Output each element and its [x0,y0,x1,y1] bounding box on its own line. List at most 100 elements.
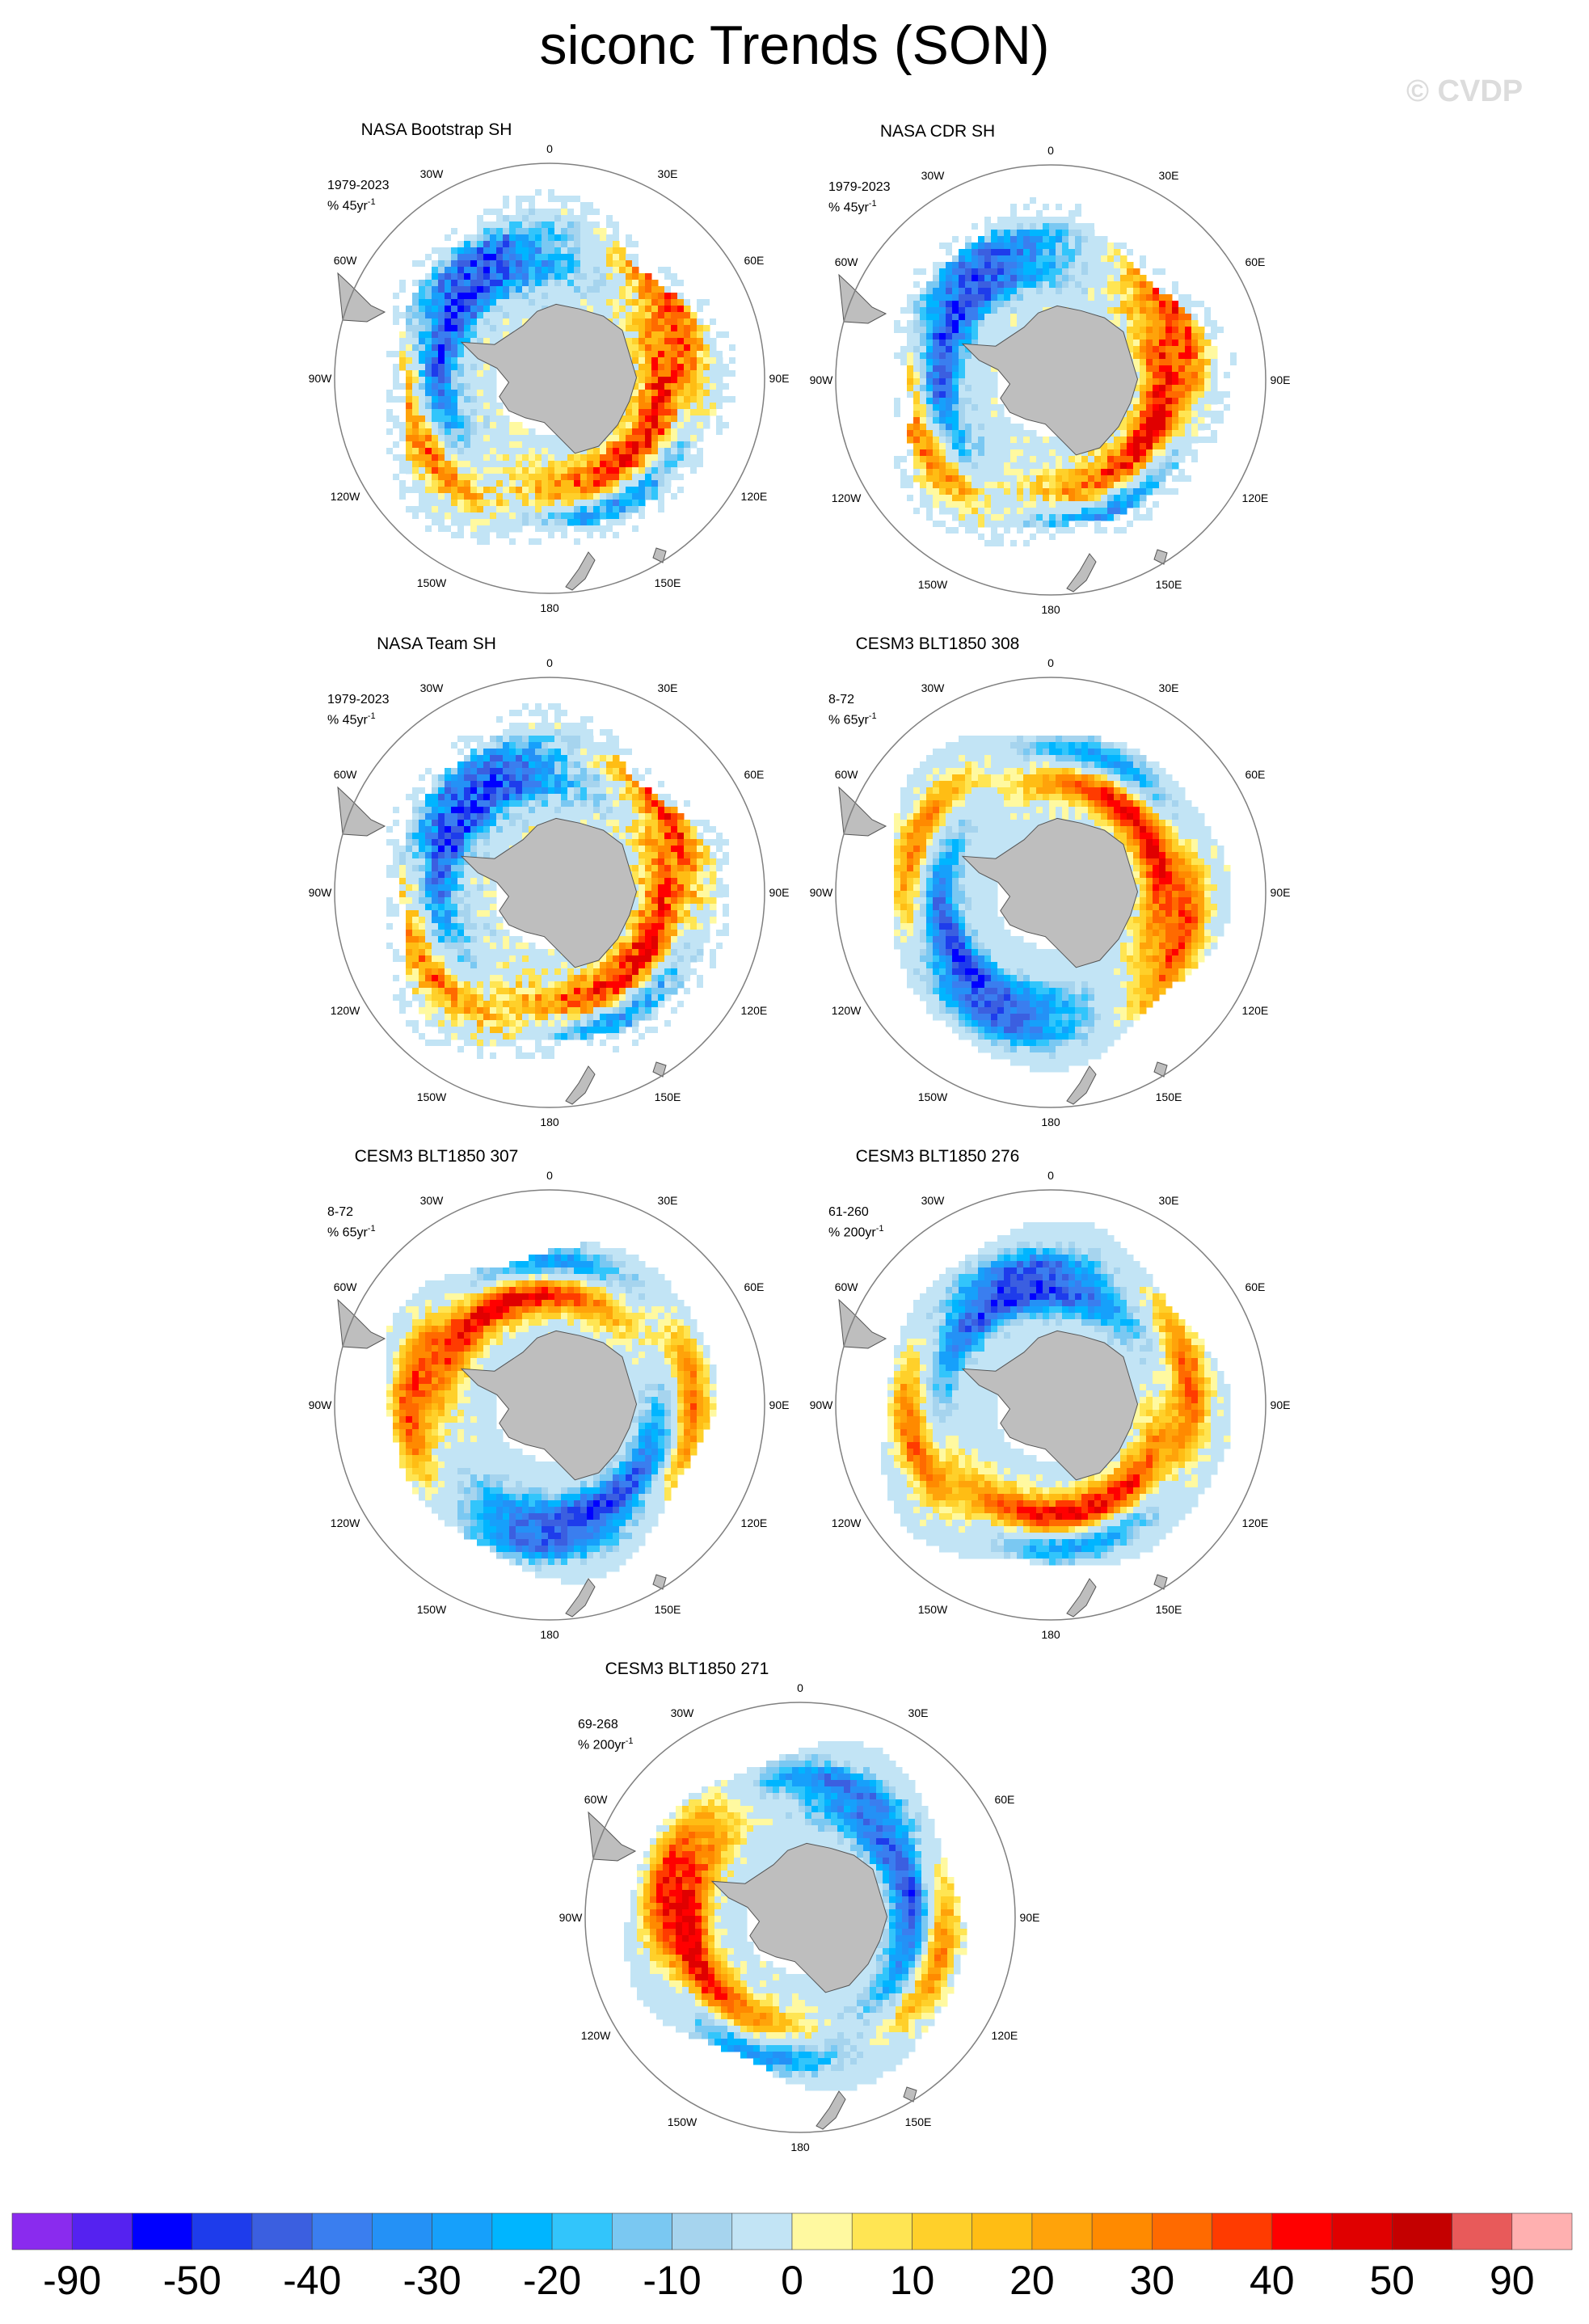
map-panel: NASA Team SH 1979-2023% 45yr-1 0 30E 60E 90E 1… [309,634,970,1151]
figure-title: siconc Trends (SON) [539,15,1050,76]
longitude-label: 90E [1020,1911,1040,1924]
colorbar-swatch [1091,2212,1153,2250]
longitude-label: 0 [546,142,553,155]
longitude-label: 150E [655,1603,681,1616]
panel-unit: % 45yr-1 [327,708,376,728]
longitude-label: 60E [994,1793,1014,1806]
new-zealand-landmass [565,1578,596,1618]
longitude-label: 90W [309,886,333,899]
longitude-label: 120W [832,1004,862,1017]
longitude-label: 0 [546,1169,553,1182]
colorbar-swatch [372,2212,432,2250]
colorbar-label: 10 [890,2258,935,2303]
longitude-label: 180 [790,2141,810,2153]
longitude-label: 30E [1159,681,1179,694]
longitude-label: 120W [581,2029,611,2042]
panel-unit-prefix: % 200yr [828,1225,876,1240]
tasmania-landmass [1153,1061,1168,1078]
longitude-label: 150W [417,1603,447,1616]
colorbar-swatch [1452,2212,1513,2250]
longitude-label: 180 [540,601,559,614]
map-panel: CESM3 BLT1850 276 61-260 % 200yr-1 0 30E 60E 9… [810,1146,1471,1664]
panel-period: 8-72 [327,1205,354,1219]
polar-map: 0 30E 60E 90E 120E 150E 180 150W 120W 90W 60W 30W [309,656,790,1128]
panel-unit-prefix: % 200yr [578,1738,626,1752]
colorbar-label: -90 [43,2258,101,2303]
panel-unit-prefix: % 65yr [327,1225,368,1240]
panel-unit-prefix: % 45yr [327,199,368,213]
map-panel: NASA CDR SH 1979-2023 % 45yr-1 0 30E 60E 90E 12… [810,121,1471,639]
tasmania-landmass [903,2086,917,2103]
panel-unit-exponent: -1 [367,1224,376,1234]
longitude-label: 60W [334,768,358,781]
colorbar-swatch [1511,2212,1573,2250]
longitude-label: 0 [546,656,553,669]
longitude-label: 60W [835,255,859,268]
colorbar-swatch [132,2212,192,2250]
longitude-label: 0 [1047,144,1054,157]
tasmania-landmass [652,1574,667,1590]
colorbar-swatch [311,2212,373,2250]
colorbar-swatch [551,2212,613,2250]
panel-unit-exponent: -1 [875,1224,884,1234]
longitude-label: 150E [1156,1603,1182,1616]
antarctica-landmass [460,303,638,454]
longitude-label: 90E [769,372,790,385]
panel-unit-exponent: -1 [367,197,376,207]
panel-title: CESM3 BLT1850 276 [855,1147,1020,1166]
tasmania-landmass [652,1061,667,1078]
colorbar-swatch [672,2212,733,2250]
map-boundary-circle [334,677,765,1108]
longitude-label: 60E [744,768,764,781]
longitude-label: 60W [334,254,358,267]
colorbar-label: -30 [403,2258,461,2303]
longitude-label: 30W [921,1194,946,1207]
panel-unit-exponent: -1 [625,1736,634,1746]
longitude-label: 60E [1245,768,1265,781]
colorbar-label: -20 [523,2258,581,2303]
longitude-label: 120W [331,490,360,503]
longitude-label: 90W [810,886,834,899]
colorbar-swatch [612,2212,672,2250]
panel-unit: % 45yr-1 [828,196,877,216]
colorbar-label: -50 [163,2258,221,2303]
colorbar-swatch [1331,2212,1393,2250]
colorbar-swatch [1152,2212,1212,2250]
longitude-label: 150E [1156,578,1182,591]
new-zealand-landmass [1066,553,1097,593]
panel-title: NASA Team SH [377,635,496,653]
colorbar-swatch [251,2212,313,2250]
longitude-label: 120E [741,1516,768,1529]
longitude-label: 90W [559,1911,584,1924]
longitude-label: 60W [835,768,859,781]
colorbar-label: -10 [643,2258,701,2303]
colorbar-swatch [731,2212,793,2250]
polar-map: 0 30E 60E 90E 120E 150E 180 150W 120W 90W 60W 30W [810,656,1291,1128]
longitude-label: 120E [741,490,768,503]
colorbar-swatch [791,2212,853,2250]
panel-unit: % 200yr-1 [578,1733,633,1753]
polar-map: 0 30E 60E 90E 120E 150E 180 150W 120W 90W 60W 30W [309,142,790,614]
map-boundary-circle [835,677,1267,1108]
map-panel: CESM3 BLT1850 271 69-268 % 200yr-1 0 30E 60E 9… [559,1659,1220,2176]
colorbar-swatch [11,2212,73,2250]
longitude-label: 60E [744,1280,764,1293]
map-panel: CESM3 BLT1850 308 8-72 % 65yr-1 0 30E 60E 90E 1… [810,634,1471,1151]
longitude-label: 60E [1245,255,1265,268]
longitude-label: 180 [540,1628,559,1641]
colorbar-label: 0 [781,2258,803,2303]
panel-unit-exponent: -1 [868,199,877,209]
longitude-label: 90E [769,1398,790,1411]
colorbar-swatch [1392,2212,1452,2250]
panel-title: CESM3 BLT1850 271 [605,1660,769,1678]
longitude-label: 90E [1271,373,1291,386]
longitude-label: 90E [1271,1398,1291,1411]
tasmania-landmass [1153,549,1168,565]
longitude-label: 120E [1242,1516,1269,1529]
longitude-label: 120W [832,491,862,504]
longitude-label: 90W [309,372,333,385]
polar-map: 0 30E 60E 90E 120E 150E 180 150W 120W 90W 60W 30W [810,144,1291,616]
colorbar-label: 50 [1369,2258,1414,2303]
longitude-label: 30W [671,1706,695,1719]
antarctica-landmass [460,817,638,968]
